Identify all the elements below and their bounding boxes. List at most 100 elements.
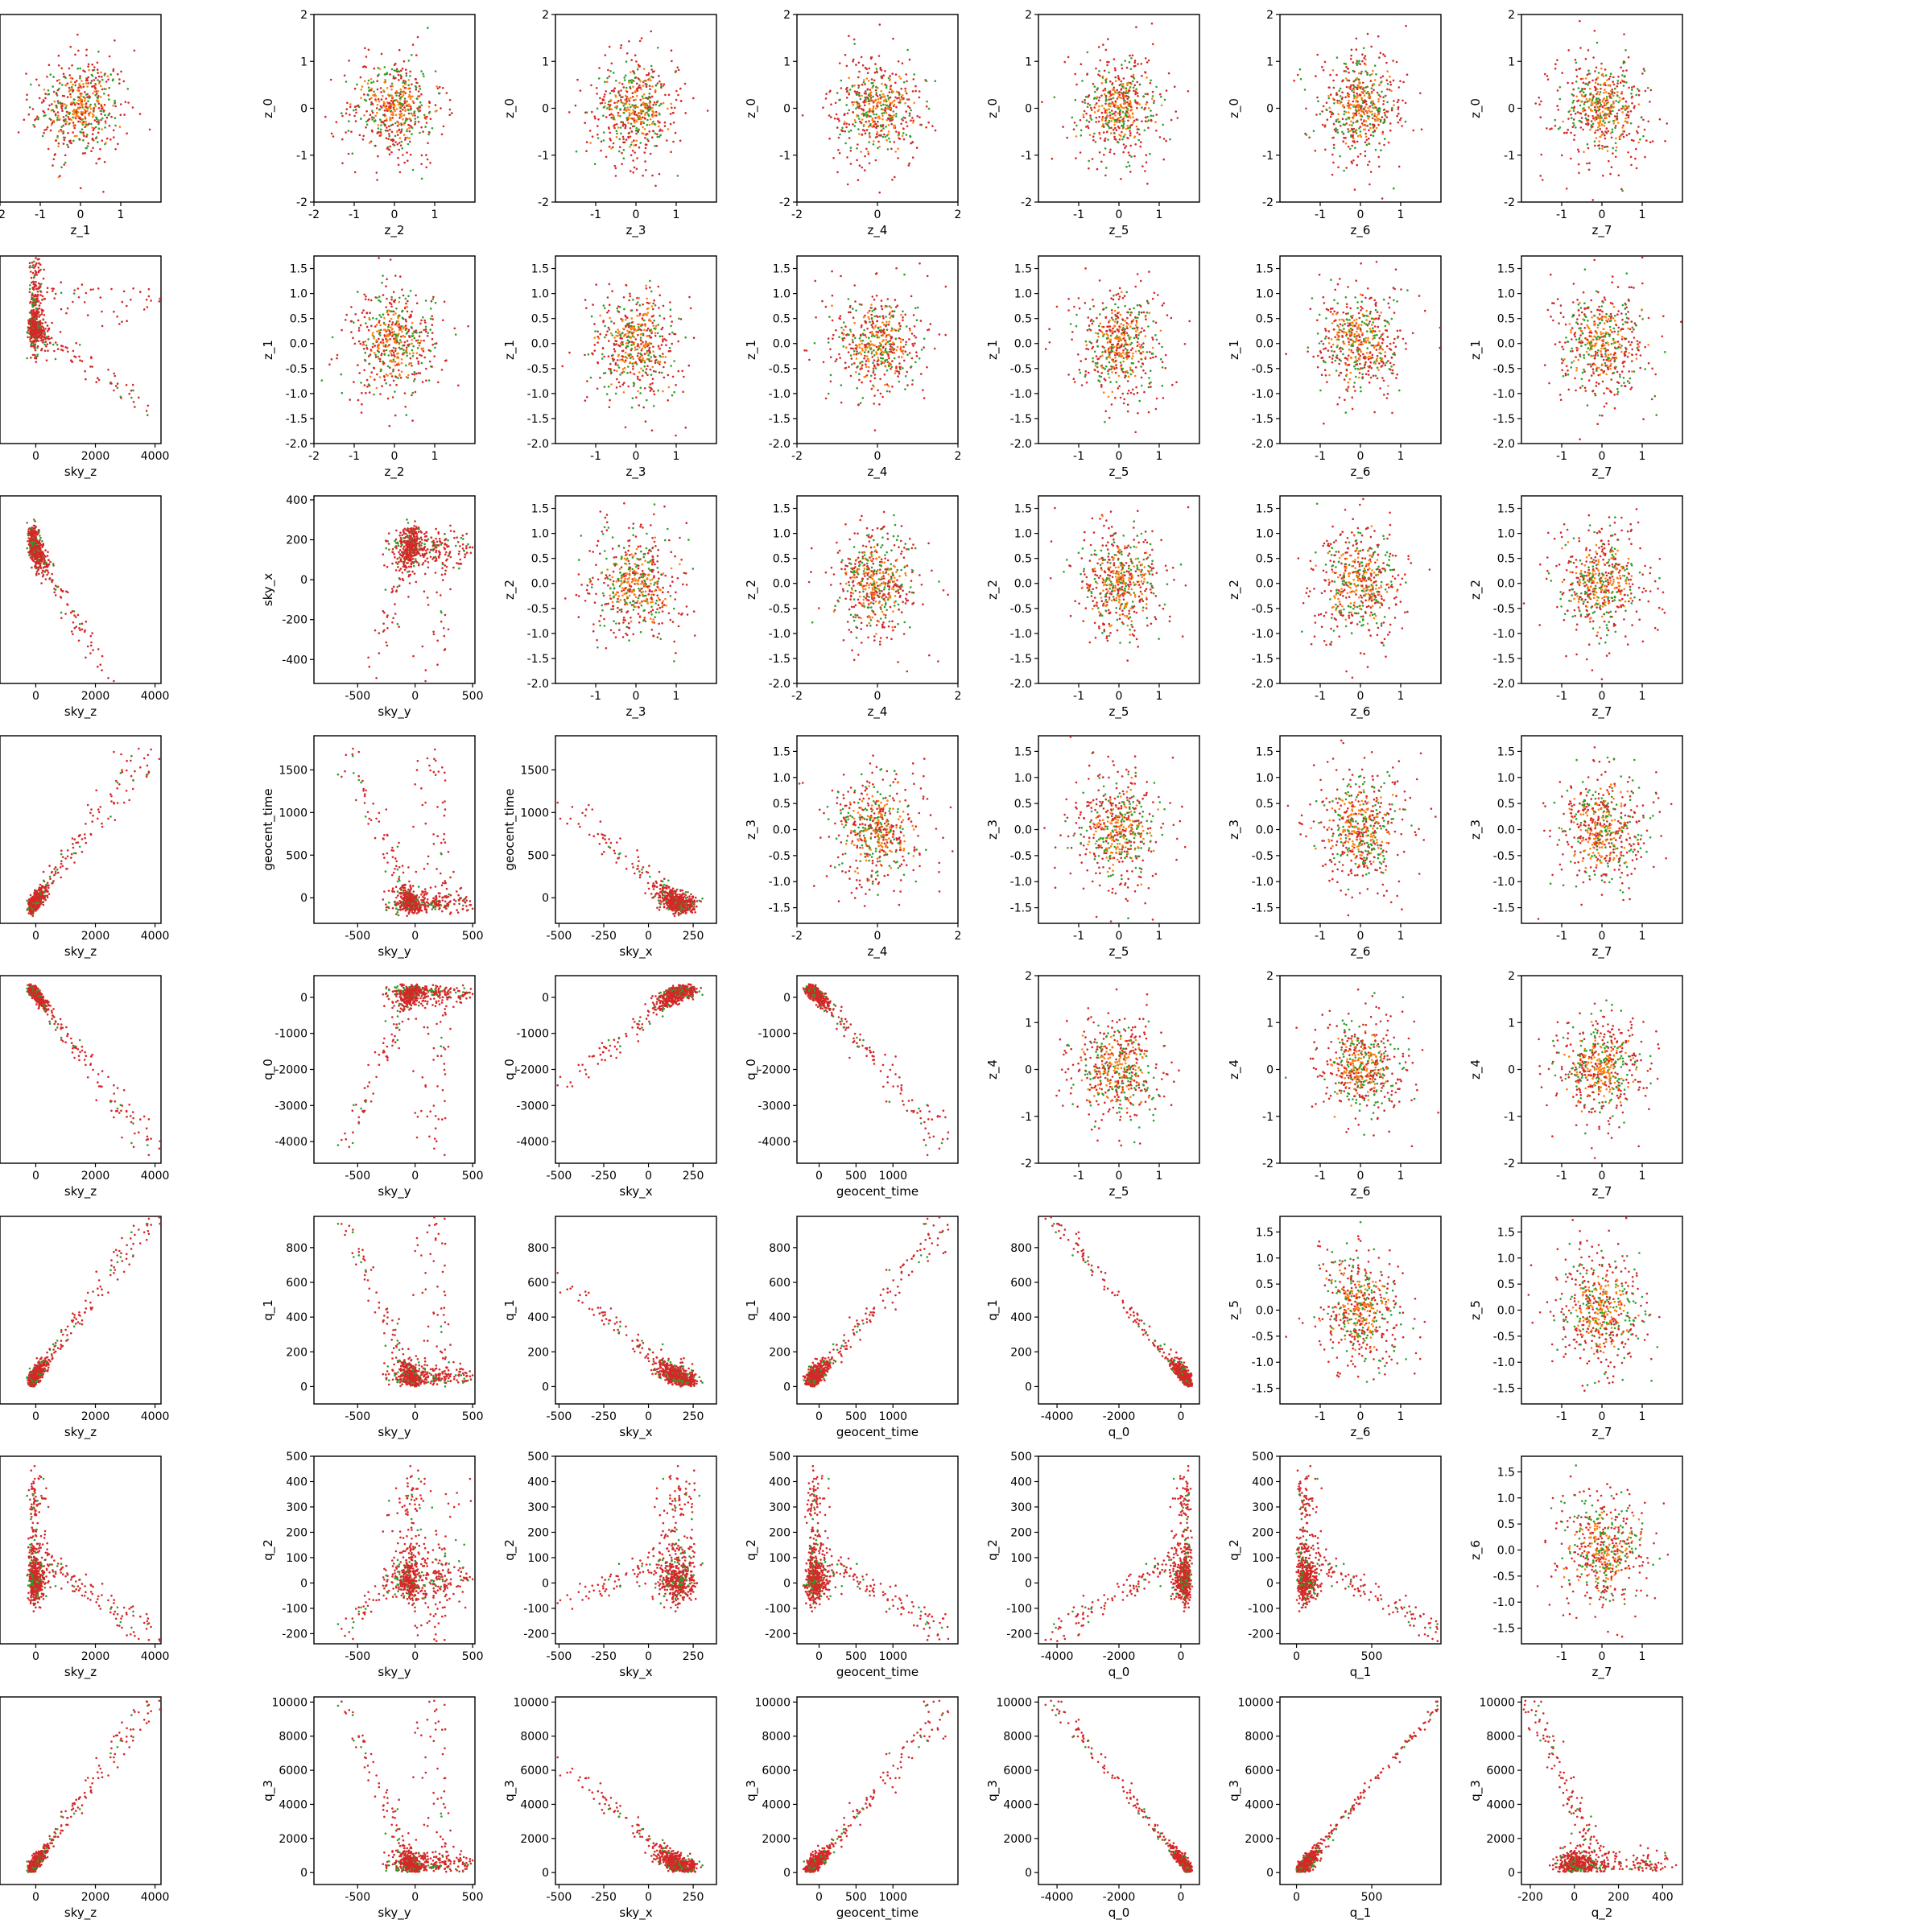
scatter-point [649, 85, 651, 88]
scatter-point [1133, 87, 1135, 89]
scatter-point [1377, 114, 1379, 116]
scatter-point [589, 142, 592, 144]
scatter-point [620, 126, 622, 129]
scatter-point [82, 83, 85, 85]
scatter-point [868, 94, 870, 97]
scatter-point [1582, 108, 1584, 110]
scatter-point [101, 118, 104, 120]
scatter-point [1104, 175, 1107, 177]
scatter-point [898, 76, 901, 78]
scatter-point [1374, 120, 1377, 122]
scatter-point [1086, 73, 1088, 76]
scatter-point [61, 84, 64, 86]
axes-frame [1521, 14, 1682, 202]
scatter-point [1642, 135, 1645, 138]
scatter-point [1305, 108, 1307, 110]
scatter-point [867, 72, 869, 74]
scatter-point [1376, 127, 1378, 130]
scatter-point [360, 382, 362, 384]
scatter-point [620, 99, 622, 101]
scatter-point [1566, 188, 1568, 190]
scatter-point [1591, 80, 1594, 82]
scatter-point [663, 102, 665, 105]
scatter-point [1114, 121, 1117, 123]
scatter-point [879, 23, 881, 26]
scatter-point [101, 105, 103, 107]
scatter-point [457, 385, 460, 387]
scatter-point [421, 178, 423, 180]
scatter-point [104, 104, 106, 106]
scatter-point [384, 79, 386, 81]
scatter-point [389, 73, 391, 76]
scatter-point [1102, 125, 1104, 127]
scatter-point [1125, 113, 1127, 115]
scatter-point [1092, 139, 1095, 142]
scatter-point [876, 68, 878, 70]
scatter-point [1389, 76, 1391, 78]
scatter-point [1547, 78, 1550, 80]
scatter-point [370, 299, 373, 302]
scatter-point [374, 119, 377, 122]
scatter-point [680, 100, 683, 102]
y-tick-label: 2 [300, 9, 308, 22]
scatter-point [638, 85, 641, 87]
scatter-point [428, 349, 431, 352]
scatter-point [1100, 161, 1103, 163]
scatter-point [86, 134, 89, 136]
scatter-point [1121, 131, 1123, 134]
scatter-point [845, 104, 848, 106]
scatter-point [1625, 114, 1628, 117]
scatter-point [1621, 111, 1624, 114]
scatter-point [1152, 115, 1154, 118]
scatter-point [1085, 113, 1088, 115]
scatter-point [861, 56, 863, 59]
scatter-point [1637, 126, 1640, 128]
scatter-point [880, 126, 882, 128]
scatter-point [593, 116, 596, 118]
scatter-point [625, 102, 628, 105]
scatter-point [875, 114, 877, 116]
scatter-point [1105, 81, 1108, 84]
scatter-point [635, 130, 638, 132]
x-axis-label: z_6 [1351, 223, 1371, 238]
scatter-point [368, 87, 370, 89]
scatter-point [891, 72, 894, 75]
scatter-point [904, 102, 906, 105]
scatter-point [658, 75, 660, 77]
scatter-point [414, 123, 416, 126]
scatter-point [853, 43, 856, 45]
scatter-point [57, 102, 60, 105]
scatter-point [376, 107, 378, 109]
scatter-point [617, 90, 620, 93]
scatter-point [848, 93, 850, 96]
scatter-point [355, 112, 357, 114]
scatter-point [1602, 73, 1604, 76]
scatter-point [658, 80, 661, 83]
scatter-point [132, 106, 134, 109]
scatter-point [410, 96, 412, 98]
scatter-point [591, 111, 593, 114]
scatter-point [872, 96, 874, 98]
scatter-point [71, 88, 73, 90]
scatter-point [1621, 74, 1624, 76]
scatter-point [881, 83, 883, 85]
scatter-panel-z_0-vs-z_6: -1 0 1-2-1012z_6z_0 [1227, 9, 1441, 238]
scatter-point [802, 114, 804, 117]
scatter-point [1108, 126, 1110, 128]
scatter-point [371, 88, 374, 90]
scatter-point [1364, 114, 1366, 116]
scatter-point [1419, 93, 1422, 95]
scatter-point [72, 114, 74, 116]
scatter-point [424, 117, 427, 119]
scatter-point [838, 137, 840, 139]
scatter-point [1135, 118, 1137, 121]
scatter-point [118, 82, 121, 85]
scatter-point [1360, 130, 1362, 133]
scatter-point [637, 68, 639, 71]
scatter-point [407, 377, 409, 379]
scatter-point [1118, 120, 1121, 122]
scatter-point [368, 49, 370, 52]
scatter-point [1570, 114, 1572, 116]
scatter-point [1584, 95, 1587, 97]
scatter-point [1125, 89, 1128, 92]
